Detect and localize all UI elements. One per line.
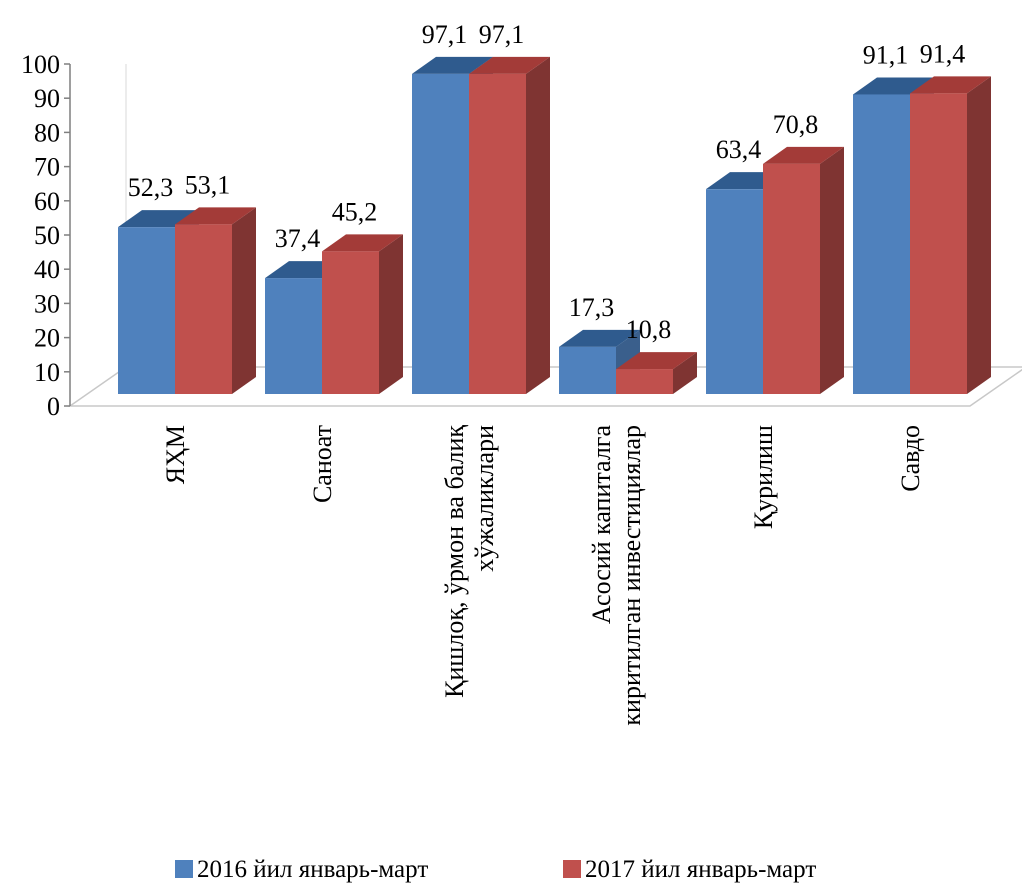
data-label: 97,1: [422, 20, 468, 49]
bar: [322, 234, 403, 394]
bar-top: [559, 329, 640, 347]
bar: [559, 329, 640, 394]
bar-side: [379, 234, 403, 394]
data-label: 91,4: [920, 39, 966, 68]
data-label: 17,3: [569, 293, 615, 322]
y-tick-label: 10: [34, 358, 60, 387]
y-tick-label: 30: [34, 289, 60, 318]
category-label: Саноат: [308, 425, 337, 503]
category-label: Асосий капиталга: [587, 425, 616, 625]
bar: [910, 76, 991, 395]
legend: 2016 йил январь-март 2017 йил январь-март: [175, 856, 816, 883]
category-label: Қишлоқ, ўрмон ва балиқ: [440, 425, 469, 698]
legend-item: 2016 йил январь-март: [175, 856, 428, 883]
bar-side: [967, 76, 991, 395]
bar-top: [910, 76, 991, 94]
y-tick-label: 40: [34, 255, 60, 284]
bar-front: [706, 189, 763, 394]
y-tick-label: 60: [34, 187, 60, 216]
category-label: ЯҲМ: [161, 425, 190, 484]
bar-front: [175, 224, 232, 394]
data-label: 70,8: [773, 110, 819, 139]
category-label: Қурилиш: [749, 425, 778, 529]
bar-front: [616, 369, 673, 394]
data-label: 91,1: [863, 40, 909, 69]
legend-item: 2017 йил январь-март: [563, 856, 816, 883]
data-labels: 52,3 37,4 97,1 17,3 63,4 91,1 53,1 45,2 97,1 10,8…: [128, 20, 966, 344]
bar-front: [853, 94, 910, 395]
bars: [118, 56, 991, 395]
category-label: хўжаликлари: [470, 425, 499, 572]
bar: [616, 352, 697, 394]
y-tick-label: 100: [21, 50, 60, 79]
bar-front: [265, 278, 322, 394]
bar-top: [763, 146, 844, 164]
bar: [763, 146, 844, 394]
bar-front: [469, 73, 526, 394]
data-label: 45,2: [332, 197, 378, 226]
bar-top: [412, 56, 493, 74]
bar-side: [673, 352, 697, 394]
bar-front: [910, 93, 967, 395]
bar: [175, 207, 256, 394]
bar-top: [175, 207, 256, 225]
bar-side: [232, 207, 256, 394]
legend-label: 2016 йил январь-март: [197, 856, 428, 883]
bar-front: [763, 163, 820, 394]
data-label: 53,1: [185, 170, 231, 199]
bar-front: [559, 346, 616, 394]
bar: [469, 56, 550, 394]
bar-top: [853, 77, 934, 95]
data-label: 10,8: [626, 315, 672, 344]
floor-outline: [67, 366, 1022, 407]
legend-swatch: [563, 860, 581, 878]
data-label: 37,4: [275, 224, 321, 253]
bar-front: [322, 251, 379, 394]
y-tick-label: 0: [47, 392, 60, 421]
legend-label: 2017 йил январь-март: [585, 856, 816, 883]
x-axis-categories: ЯҲМ Саноат Қишлоқ, ўрмон ва балиқ хўжаликла…: [161, 425, 925, 726]
bar-front: [412, 73, 469, 394]
bar-top: [322, 234, 403, 252]
y-tick-label: 80: [34, 118, 60, 147]
y-tick-label: 20: [34, 324, 60, 353]
bar-side: [820, 146, 844, 394]
data-label: 63,4: [716, 135, 762, 164]
bar-front: [118, 227, 175, 394]
y-tick-label: 50: [34, 221, 60, 250]
bar-top: [616, 352, 697, 370]
bar-side: [526, 56, 550, 394]
category-label: Савдо: [896, 425, 925, 492]
category-label: киритилган инвестициялар: [617, 425, 646, 726]
y-tick-label: 90: [34, 84, 60, 113]
legend-swatch: [175, 860, 193, 878]
bar-top: [469, 56, 550, 74]
y-tick-label: 70: [34, 153, 60, 182]
y-axis: 0 10 20 30 40 50 60 70 80 90 100: [21, 50, 71, 421]
data-label: 52,3: [128, 173, 174, 202]
data-label: 97,1: [479, 20, 525, 49]
